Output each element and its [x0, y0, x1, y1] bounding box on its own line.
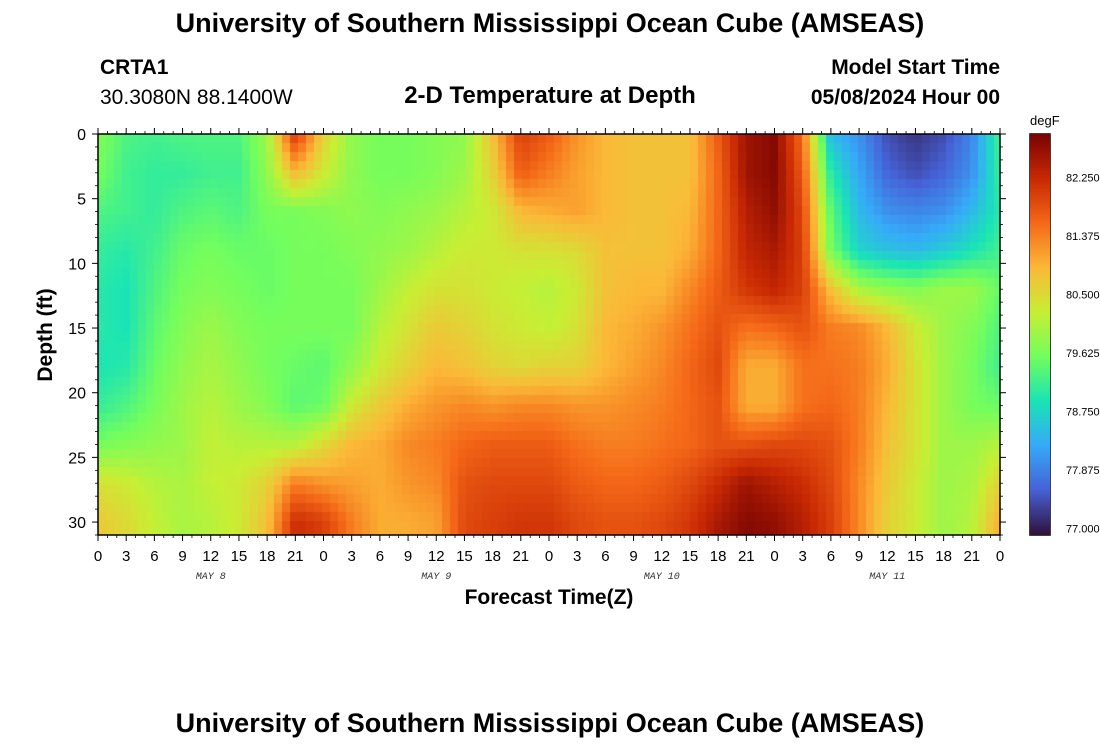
day-label: MAY 11 — [869, 572, 905, 583]
footer-title: University of Southern Mississippi Ocean… — [175, 708, 925, 738]
y-tick-label: 25 — [68, 450, 86, 467]
plot-title: 2-D Temperature at Depth — [404, 82, 696, 109]
colorbar-tick-label: 81.375 — [1066, 231, 1100, 243]
day-label: MAY 10 — [644, 572, 680, 583]
x-tick-label: 0 — [770, 548, 778, 565]
y-tick-label: 10 — [68, 256, 86, 273]
x-tick-label: 12 — [879, 548, 896, 565]
x-tick-label: 15 — [907, 548, 924, 565]
colorbar-gradient — [1030, 134, 1050, 535]
day-label: MAY 8 — [196, 572, 226, 583]
x-tick-label: 18 — [710, 548, 727, 565]
colorbar-tick-label: 77.000 — [1066, 523, 1100, 535]
model-start-label: Model Start Time — [831, 56, 1000, 79]
heatmap-plot-area — [98, 134, 1000, 535]
station-id: CRTA1 — [100, 56, 169, 79]
x-tick-label: 6 — [150, 548, 158, 565]
x-tick-label: 18 — [259, 548, 276, 565]
x-tick-label: 3 — [122, 548, 130, 565]
x-tick-label: 9 — [404, 548, 412, 565]
y-tick-label: 0 — [77, 127, 86, 144]
colorbar-tick-label: 78.750 — [1066, 406, 1100, 418]
colorbar-tick-label: 82.250 — [1066, 172, 1100, 184]
y-tick-label: 20 — [68, 386, 86, 403]
x-tick-label: 18 — [484, 548, 501, 565]
x-tick-label: 0 — [94, 548, 102, 565]
x-tick-label: 9 — [629, 548, 637, 565]
x-tick-label: 21 — [512, 548, 529, 565]
x-tick-label: 12 — [653, 548, 670, 565]
x-axis-label: Forecast Time(Z) — [465, 586, 634, 609]
heatmap-image — [98, 134, 1000, 535]
x-tick-label: 12 — [428, 548, 445, 565]
x-tick-label: 12 — [202, 548, 219, 565]
day-label: MAY 9 — [421, 572, 451, 583]
x-tick-label: 6 — [601, 548, 609, 565]
x-tick-label: 3 — [799, 548, 807, 565]
x-tick-label: 15 — [456, 548, 473, 565]
colorbar-unit-label: degF — [1030, 113, 1060, 128]
y-axis-label: Depth (ft) — [34, 288, 57, 381]
x-tick-label: 21 — [287, 548, 304, 565]
x-tick-label: 15 — [682, 548, 699, 565]
plot-frame — [97, 133, 1001, 536]
x-tick-label: 9 — [178, 548, 186, 565]
y-tick-label: 30 — [68, 515, 86, 532]
x-tick-label: 6 — [376, 548, 384, 565]
x-tick-label: 15 — [231, 548, 248, 565]
page-title: University of Southern Mississippi Ocean… — [175, 8, 925, 38]
x-tick-label: 21 — [738, 548, 755, 565]
x-tick-label: 0 — [996, 548, 1004, 565]
x-tick-label: 0 — [545, 548, 553, 565]
colorbar-tick-label: 80.500 — [1066, 289, 1100, 301]
x-tick-label: 21 — [963, 548, 980, 565]
x-tick-label: 0 — [319, 548, 327, 565]
colorbar-tick-label: 79.625 — [1066, 348, 1100, 360]
x-tick-label: 3 — [573, 548, 581, 565]
x-tick-label: 3 — [348, 548, 356, 565]
model-start-value: 05/08/2024 Hour 00 — [810, 86, 1000, 109]
y-tick-label: 15 — [68, 321, 86, 338]
colorbar-tick-label: 77.875 — [1066, 465, 1100, 477]
x-tick-label: 6 — [827, 548, 835, 565]
station-coordinates: 30.3080N 88.1400W — [100, 86, 293, 109]
x-tick-label: 9 — [855, 548, 863, 565]
y-tick-label: 5 — [77, 192, 86, 209]
x-tick-label: 18 — [935, 548, 952, 565]
